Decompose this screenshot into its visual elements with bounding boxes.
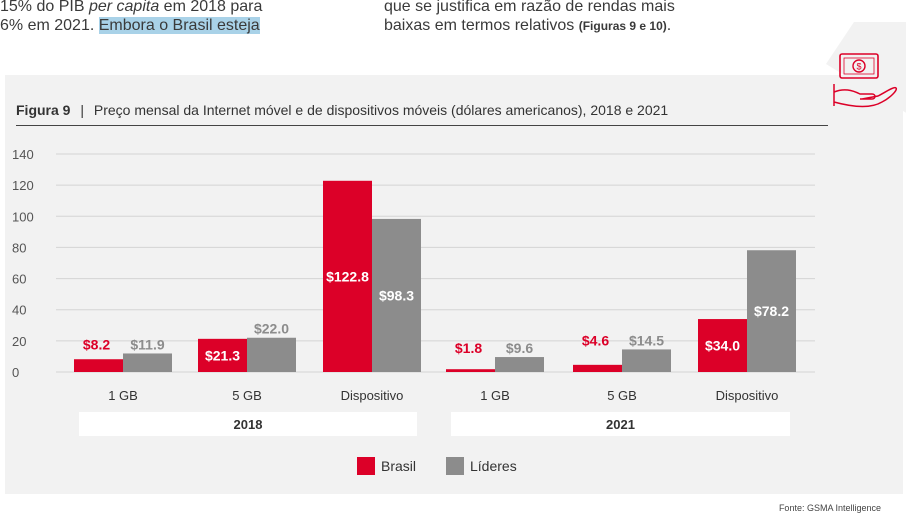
bar-lideres[interactable] <box>495 357 544 372</box>
legend-swatch <box>446 457 464 475</box>
intro-left-line-2: 6% em 2021. Embora o Brasil esteja <box>0 17 260 34</box>
y-tick-label: 0 <box>12 365 19 380</box>
figure-title-text: Preço mensal da Internet móvel e de disp… <box>93 102 669 118</box>
bar-lideres[interactable] <box>123 353 172 372</box>
x-category-label: 1 GB <box>108 388 138 403</box>
data-label-lideres: $9.6 <box>506 340 533 356</box>
y-tick-label: 80 <box>12 240 26 255</box>
y-tick-label: 140 <box>12 147 34 162</box>
bar-brasil[interactable] <box>446 369 495 372</box>
highlighted-text[interactable]: Embora o Brasil esteja <box>98 17 260 34</box>
money-hand-icon: $ <box>826 22 906 113</box>
legend-swatch <box>357 457 375 475</box>
bar-brasil[interactable] <box>74 359 123 372</box>
figure-reference: (Figuras 9 e 10) <box>578 19 667 33</box>
bar-brasil[interactable] <box>573 364 622 372</box>
bar-brasil[interactable] <box>198 338 247 372</box>
x-category-label: 1 GB <box>480 388 510 403</box>
x-category-label: 5 GB <box>232 388 262 403</box>
data-label-lideres: $11.9 <box>130 336 164 352</box>
figure-separator: | <box>80 102 84 118</box>
data-label-brasil: $122.8 <box>326 268 369 284</box>
data-label-lideres: $78.2 <box>754 303 789 319</box>
y-tick-label: 40 <box>12 303 26 318</box>
legend-label: Líderes <box>470 458 517 474</box>
svg-text:$: $ <box>856 62 861 72</box>
data-label-lideres: $98.3 <box>379 287 414 303</box>
source-note: Fonte: GSMA Intelligence <box>778 503 881 513</box>
data-label-brasil: $1.8 <box>455 340 482 356</box>
intro-right-line-1: que se justifica em razão de rendas mais <box>384 0 675 15</box>
x-category-label: Dispositivo <box>341 388 404 403</box>
x-category-label: Dispositivo <box>716 388 779 403</box>
data-label-brasil: $21.3 <box>205 347 240 363</box>
intro-right-line-2: baixas em termos relativos (Figuras 9 e … <box>384 17 672 34</box>
data-label-brasil: $8.2 <box>83 336 110 352</box>
bar-lideres[interactable] <box>747 250 796 372</box>
data-label-brasil: $4.6 <box>582 332 609 348</box>
group-label: 2018 <box>234 417 263 432</box>
figure-label: Figura 9 <box>16 102 71 118</box>
group-label-box <box>79 412 417 436</box>
intro-emphasis: per capita <box>88 0 160 15</box>
y-tick-label: 100 <box>12 209 34 224</box>
bar-lideres[interactable] <box>372 218 421 372</box>
group-label: 2021 <box>606 417 635 432</box>
y-tick-label: 120 <box>12 178 34 193</box>
data-label-brasil: $34.0 <box>705 338 740 354</box>
bar-lideres[interactable] <box>622 349 671 372</box>
bar-brasil[interactable] <box>323 180 372 372</box>
data-label-lideres: $14.5 <box>629 332 664 348</box>
y-tick-label: 60 <box>12 272 26 287</box>
bar-brasil[interactable] <box>698 319 747 372</box>
figure-title: Figura 9 | Preço mensal da Internet móve… <box>16 102 828 126</box>
x-category-label: 5 GB <box>607 388 637 403</box>
y-tick-label: 20 <box>12 334 26 349</box>
data-label-lideres: $22.0 <box>254 321 289 337</box>
group-label-box <box>451 412 790 436</box>
legend-label: Brasil <box>381 458 416 474</box>
intro-left-line-1: 15% do PIB per capita em 2018 para <box>0 0 263 15</box>
bar-lideres[interactable] <box>247 337 296 372</box>
